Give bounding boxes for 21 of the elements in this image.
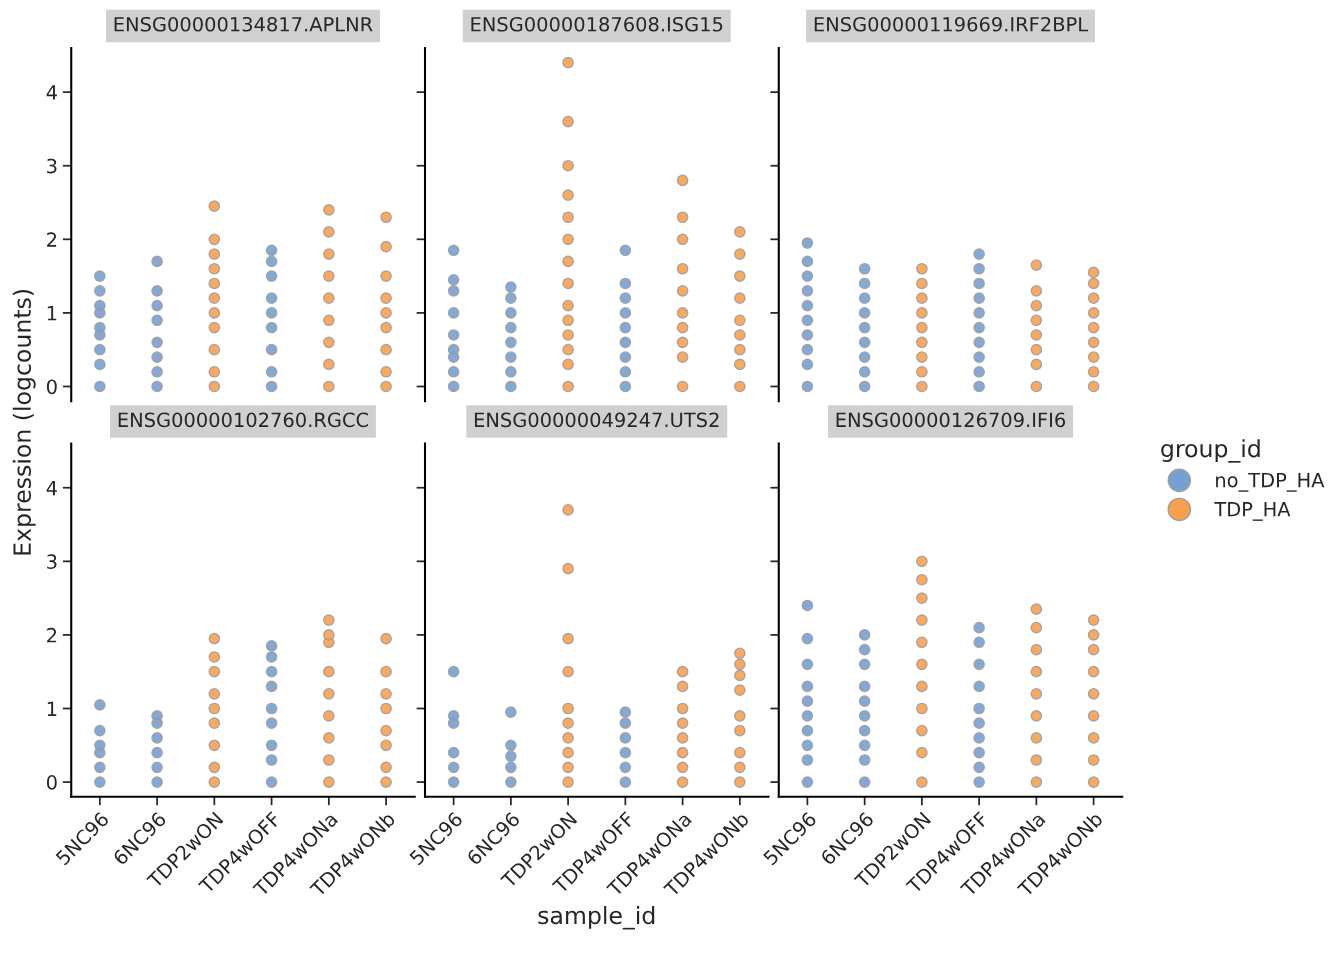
- y-tick-label: 2: [47, 232, 57, 247]
- y-tick-label: 0: [46, 379, 57, 395]
- y-axis-title: Expression (logcounts): [12, 289, 36, 555]
- legend-label: no_TDP_HA: [1216, 472, 1325, 492]
- y-tick-label: 4: [46, 480, 57, 496]
- legend-label: TDP_HA: [1214, 502, 1291, 521]
- chart-title: ENSG00000187608.ISG15: [471, 16, 723, 32]
- y-tick-label: 1: [47, 701, 57, 716]
- y-tick-label: 3: [47, 158, 57, 174]
- chart-title: ENSG00000049247.UTS2: [474, 412, 719, 428]
- chart-title: ENSG00000134817.APLNR: [114, 16, 373, 32]
- y-tick-label: 4: [46, 85, 57, 100]
- y-tick-label: 3: [47, 554, 57, 569]
- y-tick-label: 2: [47, 627, 57, 643]
- legend-title: group_id: [1161, 439, 1260, 463]
- chart-title: ENSG00000102760.RGCC: [118, 412, 369, 428]
- y-tick-label: 1: [47, 306, 57, 321]
- x-axis-title: sample_id: [538, 905, 655, 930]
- y-tick-label: 0: [46, 775, 57, 790]
- chart-title: ENSG00000119669.IRF2BPL: [814, 16, 1088, 32]
- chart-title: ENSG00000126709.IFI6: [836, 412, 1066, 428]
